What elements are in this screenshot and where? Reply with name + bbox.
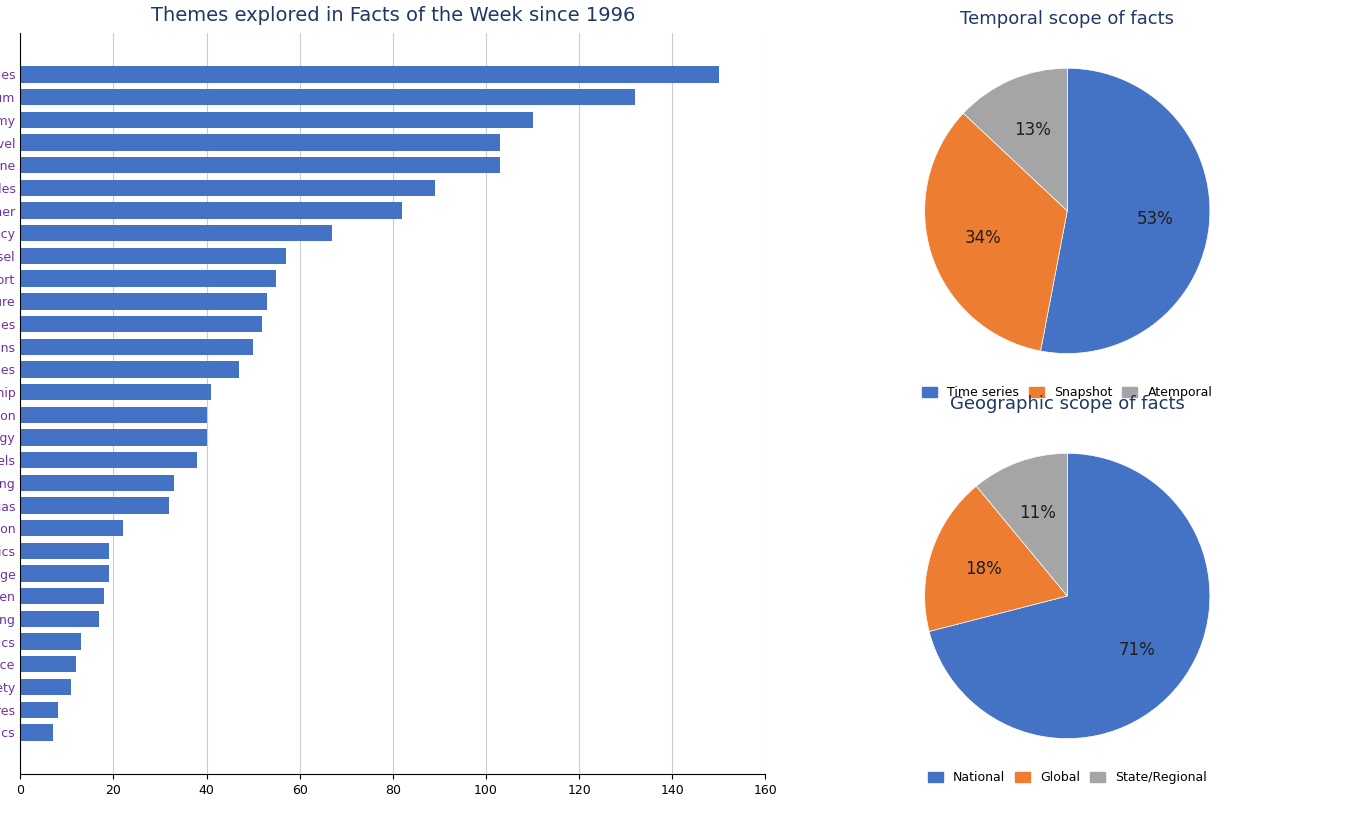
Bar [20,293,267,310]
Text: 53%: 53% [1137,210,1173,228]
Text: 11%: 11% [1019,504,1056,522]
Bar [20,89,634,105]
Bar [20,452,197,469]
Bar [20,66,718,82]
Bar [20,225,332,241]
Bar [20,679,72,695]
Bar [20,633,81,650]
Bar [20,497,169,513]
Bar [20,180,435,196]
Wedge shape [1041,68,1210,354]
Bar [20,407,207,423]
Bar [20,134,500,151]
Legend: Time series, Snapshot, Atemporal: Time series, Snapshot, Atemporal [917,381,1218,404]
Wedge shape [976,453,1068,596]
Wedge shape [925,113,1068,351]
Title: Geographic scope of facts: Geographic scope of facts [950,395,1185,413]
Bar [20,520,123,536]
Bar [20,610,100,627]
Bar [20,248,286,264]
Bar [20,656,76,672]
Title: Temporal scope of facts: Temporal scope of facts [960,11,1174,29]
Text: 34%: 34% [965,229,1002,247]
Title: Themes explored in Facts of the Week since 1996: Themes explored in Facts of the Week sin… [151,7,634,25]
Bar [20,271,277,287]
Text: 13%: 13% [1014,121,1050,139]
Bar [20,588,104,605]
Bar [20,566,109,582]
Bar [20,725,53,741]
Legend: National, Global, State/Regional: National, Global, State/Regional [923,766,1212,790]
Bar [20,430,207,446]
Bar [20,338,252,355]
Bar [20,202,402,218]
Bar [20,157,500,174]
Bar [20,702,58,718]
Wedge shape [964,68,1068,211]
Bar [20,543,109,559]
Bar [20,361,239,377]
Bar [20,384,211,400]
Text: 71%: 71% [1119,641,1156,659]
Bar [20,474,174,491]
Bar [20,112,532,128]
Wedge shape [929,453,1210,738]
Bar [20,316,262,333]
Wedge shape [925,486,1068,632]
Text: 18%: 18% [965,560,1002,578]
